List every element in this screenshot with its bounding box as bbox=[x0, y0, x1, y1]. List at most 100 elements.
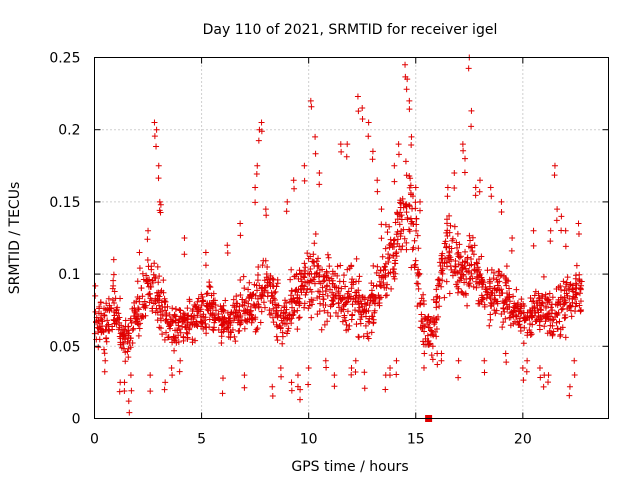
data-point bbox=[572, 303, 579, 310]
data-point bbox=[277, 324, 284, 331]
data-point bbox=[143, 272, 150, 279]
data-point bbox=[501, 308, 508, 315]
data-point bbox=[343, 153, 350, 160]
data-point bbox=[342, 283, 349, 290]
data-point bbox=[344, 308, 351, 315]
data-point bbox=[365, 119, 372, 126]
data-point bbox=[553, 319, 560, 326]
data-point bbox=[326, 286, 333, 293]
data-point bbox=[263, 212, 270, 219]
data-point bbox=[462, 292, 469, 299]
data-point bbox=[169, 305, 176, 312]
data-point bbox=[487, 184, 494, 191]
data-point bbox=[442, 255, 449, 262]
data-point bbox=[176, 368, 183, 375]
data-point bbox=[543, 303, 550, 310]
data-point bbox=[365, 318, 372, 325]
data-point bbox=[283, 300, 290, 307]
data-point bbox=[452, 263, 459, 270]
data-point bbox=[95, 344, 102, 351]
data-point bbox=[316, 170, 323, 177]
data-point bbox=[505, 294, 512, 301]
data-point bbox=[145, 227, 152, 234]
data-point bbox=[315, 262, 322, 269]
data-point bbox=[396, 213, 403, 220]
data-point bbox=[543, 315, 550, 322]
data-point bbox=[403, 172, 410, 179]
data-point bbox=[151, 260, 158, 267]
data-point bbox=[510, 308, 517, 315]
data-point bbox=[237, 312, 244, 319]
data-point bbox=[316, 266, 323, 273]
data-point bbox=[281, 303, 288, 310]
data-point bbox=[434, 293, 441, 300]
data-point bbox=[560, 278, 567, 285]
data-point bbox=[362, 313, 369, 320]
data-point bbox=[546, 328, 553, 335]
data-point bbox=[359, 293, 366, 300]
data-point bbox=[562, 299, 569, 306]
data-point bbox=[285, 325, 292, 332]
data-point bbox=[382, 386, 389, 393]
data-point bbox=[322, 302, 329, 309]
data-point bbox=[151, 119, 158, 126]
data-point bbox=[341, 314, 348, 321]
data-point bbox=[415, 280, 422, 287]
data-point bbox=[237, 291, 244, 298]
data-point bbox=[295, 314, 302, 321]
data-point bbox=[458, 271, 465, 278]
data-point bbox=[114, 315, 121, 322]
data-point bbox=[488, 193, 495, 200]
data-point bbox=[276, 322, 283, 329]
data-point bbox=[118, 329, 125, 336]
data-point bbox=[378, 235, 385, 242]
data-point bbox=[477, 271, 484, 278]
data-point bbox=[316, 308, 323, 315]
data-point bbox=[434, 361, 441, 368]
data-point bbox=[370, 292, 377, 299]
data-point bbox=[411, 237, 418, 244]
data-point bbox=[559, 324, 566, 331]
data-point bbox=[236, 319, 243, 326]
data-point bbox=[564, 274, 571, 281]
data-point bbox=[484, 291, 491, 298]
data-point bbox=[413, 221, 420, 228]
data-point bbox=[111, 300, 118, 307]
data-point bbox=[101, 312, 108, 319]
data-point bbox=[425, 314, 432, 321]
data-point bbox=[558, 306, 565, 313]
data-point bbox=[224, 249, 231, 256]
data-point bbox=[532, 288, 539, 295]
data-point bbox=[516, 308, 523, 315]
data-point bbox=[237, 276, 244, 283]
data-point bbox=[433, 333, 440, 340]
data-point bbox=[344, 141, 351, 148]
data-point bbox=[359, 116, 366, 123]
data-point bbox=[301, 274, 308, 281]
data-point bbox=[321, 321, 328, 328]
data-point bbox=[404, 214, 411, 221]
data-point bbox=[526, 314, 533, 321]
data-point bbox=[292, 273, 299, 280]
data-point bbox=[101, 350, 108, 357]
data-point bbox=[473, 259, 480, 266]
data-point bbox=[259, 262, 266, 269]
data-point bbox=[161, 336, 168, 343]
data-point bbox=[472, 192, 479, 199]
data-point bbox=[125, 332, 132, 339]
data-point bbox=[436, 303, 443, 310]
data-point bbox=[147, 283, 154, 290]
data-point bbox=[160, 277, 167, 284]
data-point bbox=[414, 303, 421, 310]
data-point bbox=[331, 383, 338, 390]
data-point bbox=[181, 251, 188, 258]
data-point bbox=[345, 326, 352, 333]
data-point bbox=[367, 293, 374, 300]
data-point bbox=[338, 296, 345, 303]
data-point bbox=[387, 269, 394, 276]
data-point bbox=[244, 306, 251, 313]
data-point bbox=[258, 308, 265, 315]
data-point bbox=[456, 267, 463, 274]
data-point bbox=[494, 300, 501, 307]
